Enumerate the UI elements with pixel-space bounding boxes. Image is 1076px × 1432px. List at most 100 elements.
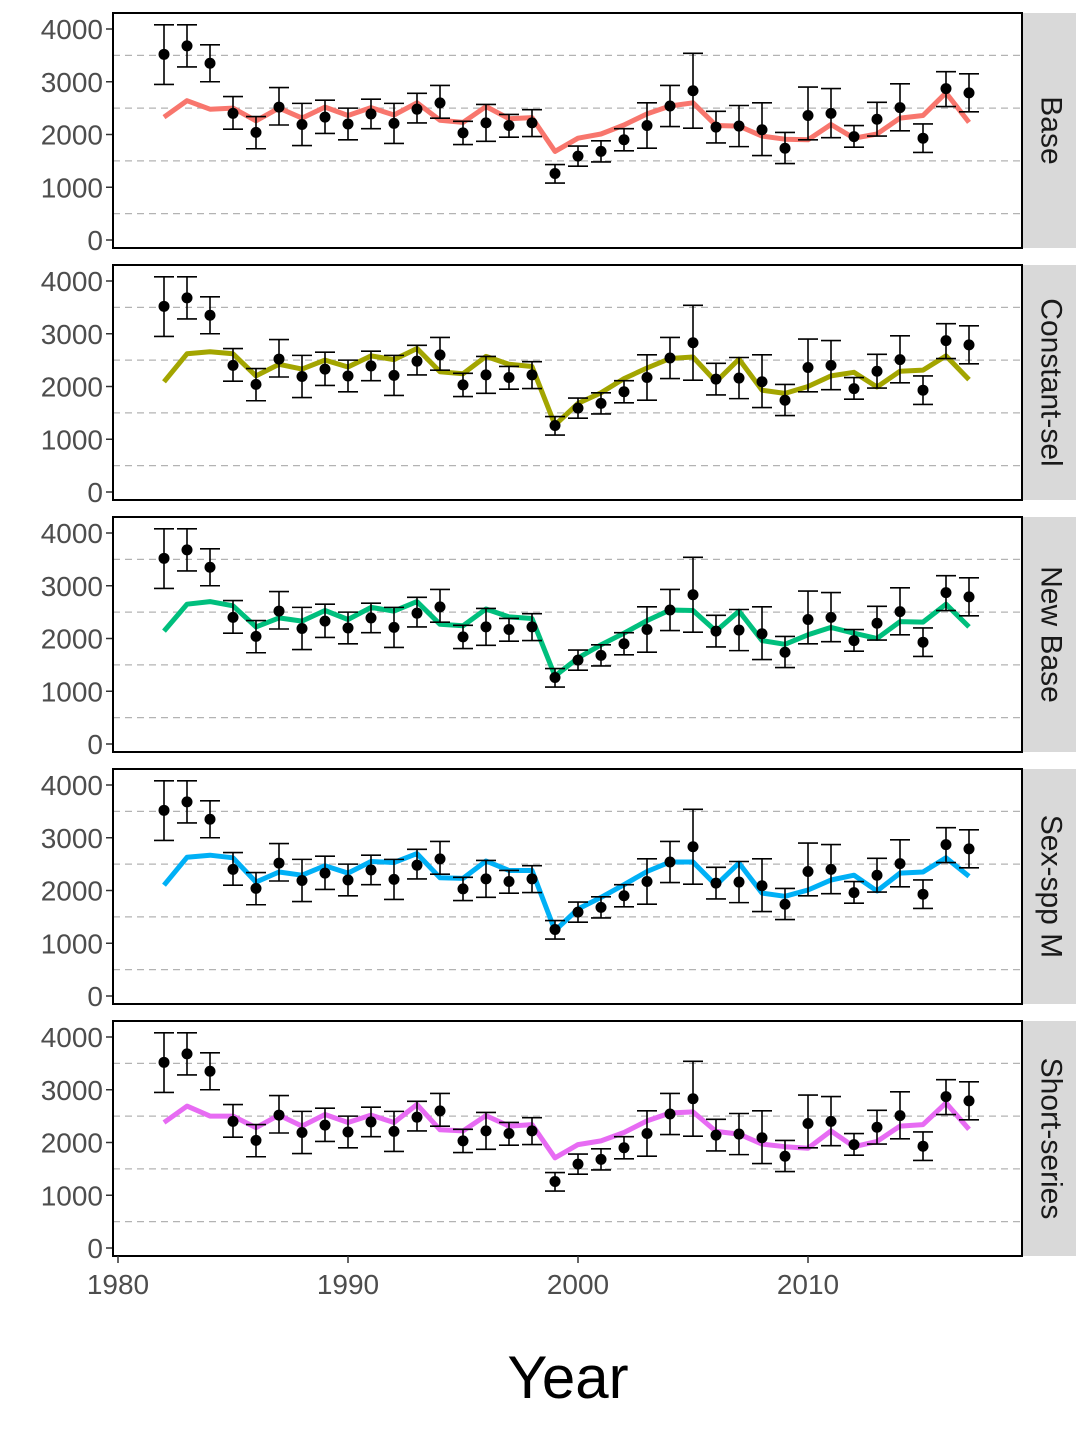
observation-1982: [154, 23, 174, 86]
data-point: [411, 355, 423, 367]
observation-1983: [177, 527, 197, 572]
data-point: [664, 604, 676, 616]
data-point: [273, 353, 285, 365]
data-point: [342, 622, 354, 634]
data-point: [434, 349, 446, 361]
data-point: [894, 102, 906, 114]
observation-1989: [315, 603, 335, 639]
y-tick-label: 3000: [41, 571, 103, 602]
observation-2004: [660, 1092, 680, 1136]
observation-2004: [660, 840, 680, 884]
observation-1990: [338, 359, 358, 393]
observation-1992: [384, 858, 404, 901]
data-point: [388, 117, 400, 129]
observation-2014: [890, 839, 910, 888]
observation-1983: [177, 1031, 197, 1076]
observation-2001: [591, 896, 611, 919]
data-point: [388, 873, 400, 885]
data-point: [158, 1056, 170, 1068]
observation-1994: [430, 336, 450, 371]
data-point: [526, 1125, 538, 1137]
fitted-series-line: [162, 346, 971, 428]
data-point: [641, 120, 653, 132]
data-point: [825, 611, 837, 623]
strip-label: Base: [1035, 96, 1068, 164]
observation-1995: [453, 1128, 473, 1154]
observation-2009: [775, 131, 795, 165]
observation-2005: [683, 1060, 703, 1137]
observation-1983: [177, 23, 197, 68]
data-point: [710, 877, 722, 889]
observation-2016: [936, 826, 956, 864]
observation-1993: [407, 92, 427, 124]
observation-1994: [430, 588, 450, 623]
observation-1985: [223, 95, 243, 131]
observation-2012: [844, 628, 864, 652]
data-point: [710, 625, 722, 637]
observation-2007: [729, 860, 749, 904]
data-point: [296, 622, 308, 634]
observation-2010: [798, 1094, 818, 1149]
data-point: [365, 108, 377, 120]
data-point: [917, 132, 929, 144]
y-tick-label: 1000: [41, 424, 103, 455]
observation-1989: [315, 855, 335, 891]
observation-2005: [683, 808, 703, 885]
data-point: [848, 131, 860, 143]
data-point: [710, 121, 722, 133]
data-point: [595, 901, 607, 913]
data-point: [158, 48, 170, 60]
observation-1982: [154, 1031, 174, 1094]
data-point: [250, 882, 262, 894]
observation-1990: [338, 107, 358, 141]
observation-2004: [660, 588, 680, 632]
data-point: [756, 628, 768, 640]
observation-2012: [844, 880, 864, 904]
observation-1991: [361, 350, 381, 382]
observation-2013: [867, 353, 887, 389]
data-point: [250, 126, 262, 138]
observation-1997: [499, 365, 519, 390]
data-point: [733, 1128, 745, 1140]
data-point: [296, 118, 308, 130]
observation-2008: [752, 858, 772, 913]
observation-2016: [936, 322, 956, 360]
observation-1991: [361, 854, 381, 886]
data-point: [273, 857, 285, 869]
data-point: [227, 1115, 239, 1127]
data-point: [319, 363, 331, 375]
observation-2001: [591, 392, 611, 415]
data-point: [825, 1115, 837, 1127]
x-tick-label: 1990: [317, 1269, 379, 1300]
data-point: [825, 107, 837, 119]
data-point: [848, 635, 860, 647]
data-point: [641, 1128, 653, 1140]
observation-2007: [729, 1112, 749, 1156]
observation-1993: [407, 1100, 427, 1132]
y-tick-label: 3000: [41, 319, 103, 350]
data-point: [319, 1119, 331, 1131]
observation-2002: [614, 1135, 634, 1160]
panels-layer: 0 1000 2000 3000 4000 Base 0 1000 2000 3000 4000 Co…: [41, 12, 1076, 1264]
observation-2001: [591, 140, 611, 163]
strip-background: [1023, 13, 1076, 248]
observation-2011: [821, 87, 841, 139]
observation-2005: [683, 304, 703, 381]
observation-1985: [223, 347, 243, 383]
observation-1999: [545, 415, 565, 436]
observation-1982: [154, 779, 174, 842]
observation-2000: [568, 1153, 588, 1175]
y-tick-label: 3000: [41, 67, 103, 98]
observation-1986: [246, 1123, 266, 1158]
data-point: [572, 402, 584, 414]
y-tick-label: 0: [87, 729, 103, 760]
observation-2008: [752, 102, 772, 157]
panel-background: [113, 13, 1022, 248]
data-point: [825, 359, 837, 371]
data-point: [917, 636, 929, 648]
observation-1999: [545, 163, 565, 184]
observation-1983: [177, 275, 197, 320]
observation-1989: [315, 351, 335, 387]
data-point: [779, 1150, 791, 1162]
observation-2004: [660, 336, 680, 380]
